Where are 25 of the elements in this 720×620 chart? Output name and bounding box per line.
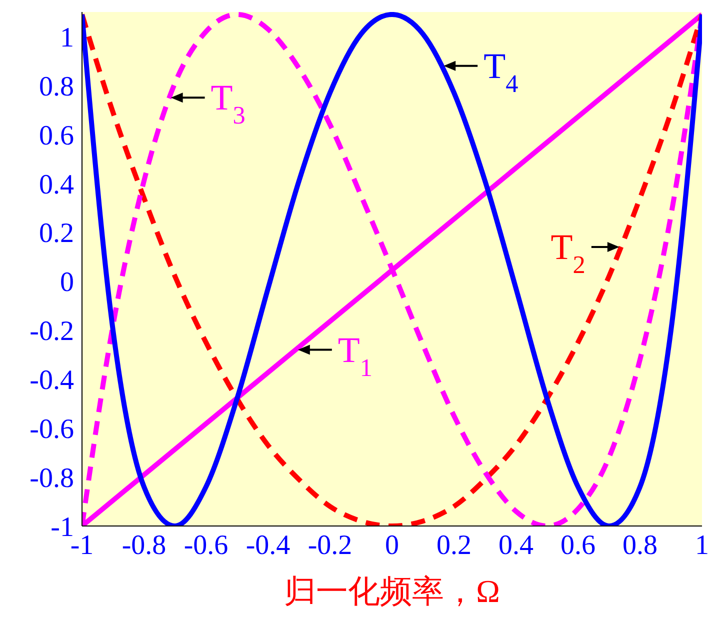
y-tick-label: 1 bbox=[60, 22, 74, 54]
x-tick-label: 1 bbox=[695, 530, 709, 561]
x-tick-label: -0.6 bbox=[184, 530, 228, 561]
annotation: T$_{3}$ bbox=[210, 78, 246, 130]
annotation: T$_{1}$ bbox=[338, 330, 372, 382]
annotation: T$_{2}$ bbox=[550, 226, 586, 278]
x-tick-label: 0.6 bbox=[560, 530, 596, 561]
y-tick-label: -0.6 bbox=[30, 414, 74, 446]
y-tick-label: 0.6 bbox=[39, 120, 74, 152]
y-tick-label: 0.8 bbox=[39, 71, 74, 102]
annotation: T$_{4}$ bbox=[484, 46, 519, 98]
x-tick-label: 0 bbox=[385, 530, 399, 561]
x-tick-label: -0.4 bbox=[246, 530, 290, 561]
y-tick-label: -0.8 bbox=[30, 462, 74, 494]
x-tick-label: 0.8 bbox=[622, 530, 658, 561]
x-tick-label: 0.4 bbox=[498, 530, 534, 561]
x-axis-title: 归一化频率，Ω bbox=[284, 573, 500, 609]
y-tick-label: -0.4 bbox=[30, 365, 74, 396]
y-tick-label: 0.2 bbox=[39, 218, 74, 250]
x-tick-label: -0.8 bbox=[122, 530, 166, 561]
x-tick-label: 0.2 bbox=[436, 530, 472, 561]
y-tick-label: 0 bbox=[60, 267, 74, 298]
y-tick-label: 0.4 bbox=[39, 169, 74, 200]
x-tick-label: -0.2 bbox=[308, 530, 352, 561]
y-tick-label: -0.2 bbox=[30, 316, 74, 348]
